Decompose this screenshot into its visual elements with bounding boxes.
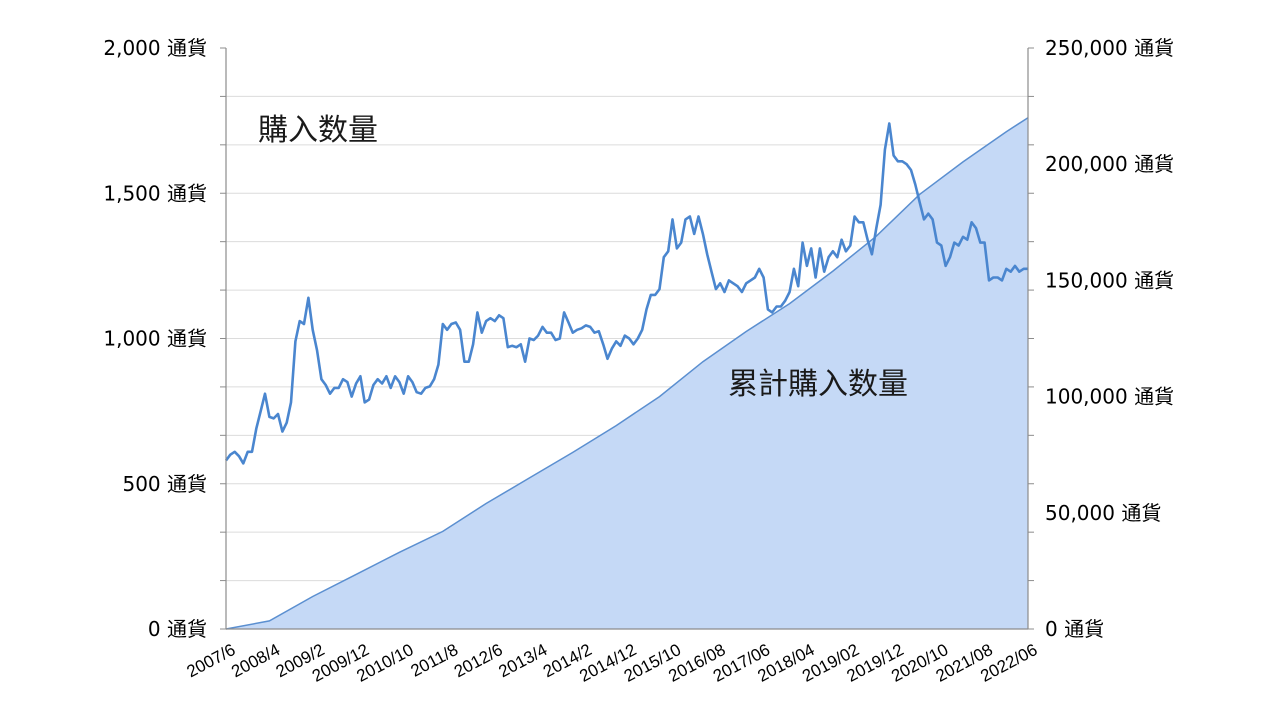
x-tick-label-group: 2013/4 (496, 640, 551, 681)
x-tick-label: 2013/4 (496, 640, 551, 681)
x-tick-label-group: 2011/8 (408, 640, 462, 681)
right-tick-label: 150,000 通貨 (1045, 268, 1174, 292)
right-tick-label: 0 通貨 (1045, 617, 1104, 641)
left-tick-label: 1,500 通貨 (103, 181, 207, 205)
left-tick-label: 0 通貨 (148, 617, 207, 641)
x-axis-tick-labels: 2007/62008/42009/22009/122010/102011/820… (184, 640, 1041, 686)
axes (220, 47, 1034, 630)
left-tick-label: 500 通貨 (122, 472, 207, 496)
x-tick-label-group: 2007/6 (184, 640, 239, 681)
x-tick-label: 2008/4 (228, 640, 283, 681)
monthly-series-label: 購入数量 (258, 113, 378, 148)
cumulative-area-line (225, 117, 1029, 630)
x-tick-label-group: 2012/6 (451, 640, 506, 681)
x-tick-label: 2011/8 (408, 640, 462, 681)
cumulative-area-series (225, 117, 1029, 630)
right-tick-label: 250,000 通貨 (1045, 36, 1174, 60)
left-tick-label: 1,000 通貨 (103, 327, 207, 351)
x-tick-label: 2012/6 (451, 640, 506, 681)
monthly-line (224, 122, 1028, 465)
right-tick-label: 200,000 通貨 (1045, 152, 1174, 176)
right-tick-label: 50,000 通貨 (1045, 501, 1161, 525)
left-tick-label: 2,000 通貨 (103, 36, 207, 60)
cumulative-series-label: 累計購入数量 (728, 367, 908, 402)
monthly-line-series (224, 122, 1028, 465)
right-tick-label: 100,000 通貨 (1045, 385, 1174, 409)
x-tick-label-group: 2008/4 (228, 640, 283, 681)
right-axis-tick-labels: 0 通貨 50,000 通貨 100,000 通貨 150,000 通貨 200,000… (1045, 36, 1174, 641)
cumulative-area-fill (226, 117, 1028, 629)
left-axis-tick-labels: 0 通貨 500 通貨 1,000 通貨 1,500 通貨 2,000 通貨 (103, 36, 207, 641)
x-tick-label: 2007/6 (184, 640, 239, 681)
